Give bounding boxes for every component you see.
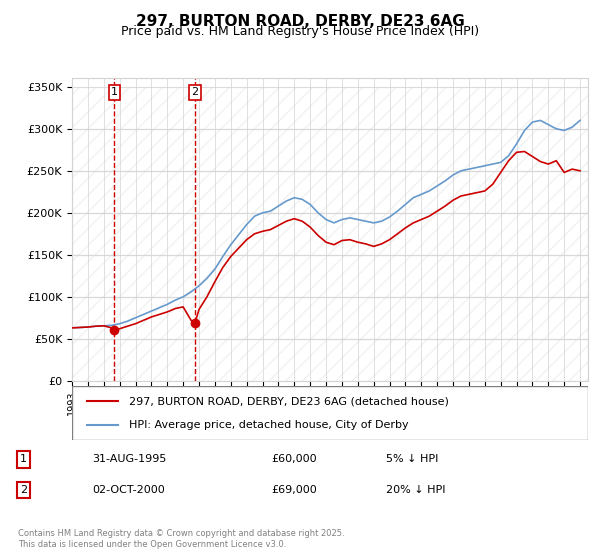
Text: 5% ↓ HPI: 5% ↓ HPI — [386, 454, 439, 464]
Text: 20% ↓ HPI: 20% ↓ HPI — [386, 485, 446, 495]
Text: 31-AUG-1995: 31-AUG-1995 — [92, 454, 167, 464]
Text: 02-OCT-2000: 02-OCT-2000 — [92, 485, 166, 495]
Text: £69,000: £69,000 — [271, 485, 317, 495]
Text: Price paid vs. HM Land Registry's House Price Index (HPI): Price paid vs. HM Land Registry's House … — [121, 25, 479, 38]
Text: £60,000: £60,000 — [271, 454, 317, 464]
Text: 297, BURTON ROAD, DERBY, DE23 6AG (detached house): 297, BURTON ROAD, DERBY, DE23 6AG (detac… — [129, 396, 449, 407]
Text: 1: 1 — [111, 87, 118, 97]
Text: 1: 1 — [20, 454, 27, 464]
Text: 2: 2 — [191, 87, 199, 97]
FancyBboxPatch shape — [72, 386, 588, 440]
Text: 2: 2 — [20, 485, 27, 495]
Text: Contains HM Land Registry data © Crown copyright and database right 2025.
This d: Contains HM Land Registry data © Crown c… — [18, 529, 344, 549]
Text: HPI: Average price, detached house, City of Derby: HPI: Average price, detached house, City… — [129, 419, 409, 430]
Text: 297, BURTON ROAD, DERBY, DE23 6AG: 297, BURTON ROAD, DERBY, DE23 6AG — [136, 14, 464, 29]
